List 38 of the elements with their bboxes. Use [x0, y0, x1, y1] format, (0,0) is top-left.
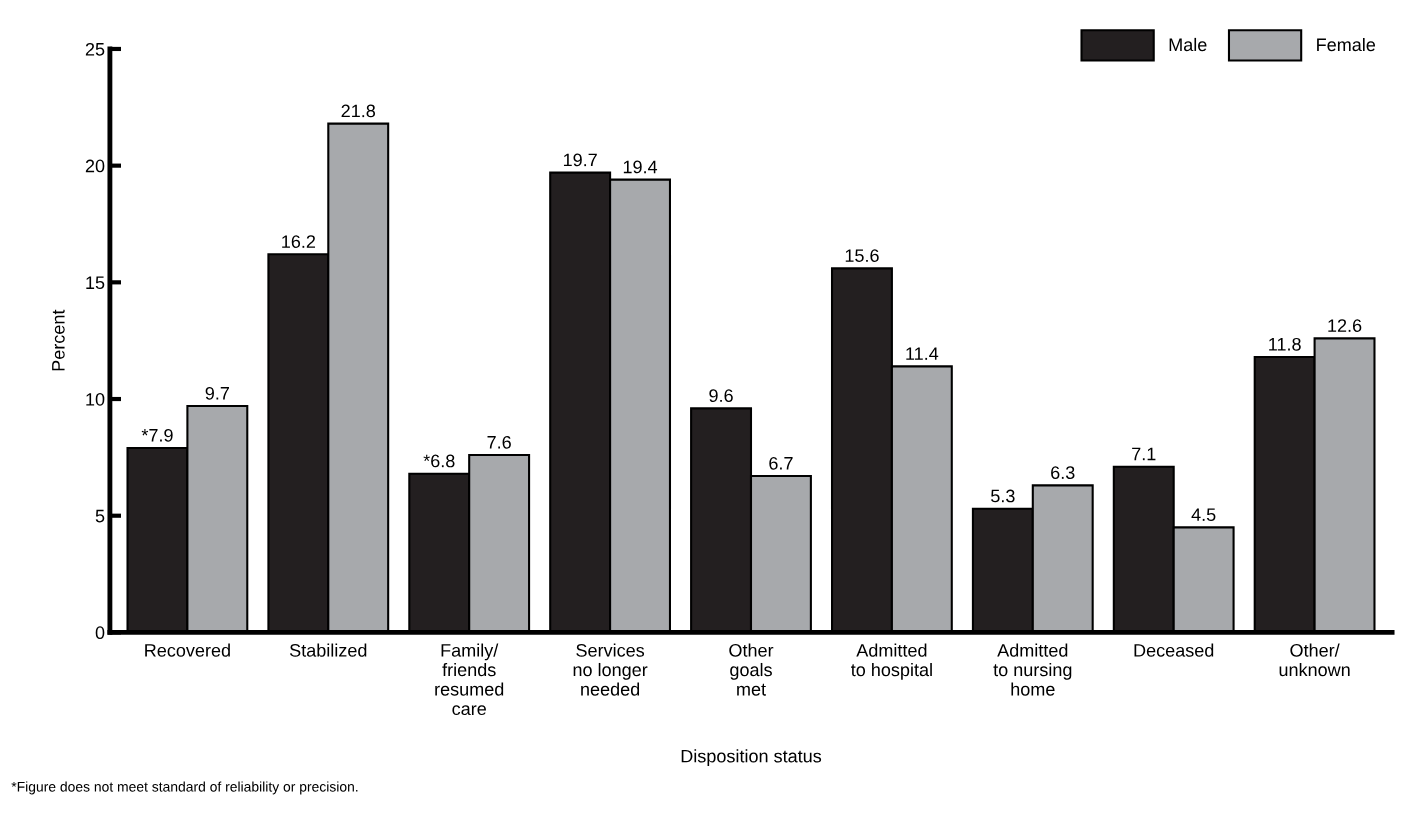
data-label: 15.6 — [845, 249, 879, 262]
y-tick-label: 20 — [85, 159, 105, 173]
x-tick-label: Deceased — [1134, 643, 1214, 657]
data-label: *7.9 — [141, 428, 173, 442]
data-label: 5.3 — [991, 489, 1015, 503]
legend-label: Male — [1169, 37, 1207, 52]
y-tick-label: 25 — [85, 42, 105, 56]
data-label: 21.8 — [341, 104, 376, 118]
y-tick-label: 15 — [86, 276, 105, 290]
data-label: 9.7 — [205, 386, 229, 400]
data-label: 11.4 — [906, 347, 939, 360]
x-tick-label: Other goals met — [729, 643, 774, 696]
data-label: 19.4 — [623, 160, 658, 174]
x-tick-label: Family/ friends resumed care — [435, 643, 504, 716]
data-label: 9.6 — [709, 389, 733, 403]
x-tick-label: Stabilized — [289, 643, 367, 657]
data-label: 6.3 — [1051, 466, 1075, 480]
data-label: 7.6 — [487, 435, 511, 449]
y-tick-label: 0 — [95, 626, 105, 640]
data-label: *6.8 — [423, 454, 455, 468]
data-label: 19.7 — [563, 153, 597, 167]
y-axis-title: Percent — [52, 309, 65, 371]
data-label: 11.8 — [1269, 337, 1301, 351]
data-label: 12.6 — [1328, 319, 1362, 332]
y-tick-label: 10 — [86, 392, 105, 406]
x-tick-label: Recovered — [145, 643, 230, 657]
data-label: 6.7 — [769, 456, 793, 470]
data-label: 4.5 — [1191, 508, 1216, 522]
y-tick-label: 5 — [95, 509, 105, 523]
x-tick-label: Other/ unknown — [1279, 643, 1350, 677]
x-tick-label: Admitted to nursing home — [993, 643, 1072, 696]
legend-label: Female — [1317, 37, 1376, 52]
data-label: 7.1 — [1132, 447, 1156, 461]
x-tick-label: Services no longer needed — [573, 643, 648, 696]
x-tick-label: Admitted to hospital — [851, 643, 932, 680]
x-axis-title: Disposition status — [681, 749, 822, 767]
text: *Figure does not meet standard of reliability or precision. — [11, 781, 358, 795]
data-label: 16.2 — [282, 235, 316, 248]
